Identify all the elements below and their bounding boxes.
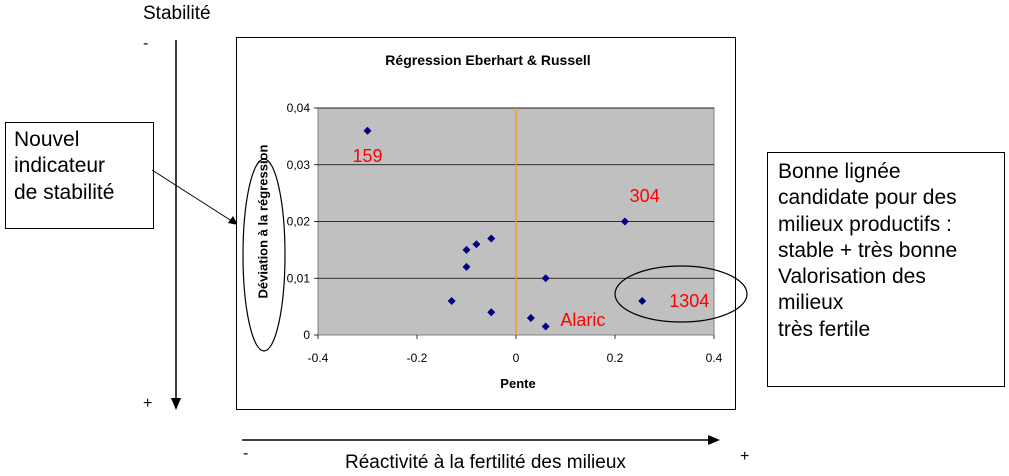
y-tick-label: 0,02 [287,215,311,229]
right-callout-line: candidate pour des [778,186,957,210]
data-points [363,126,647,331]
stability-minus-label: - [143,35,149,52]
right-callout-line: milieux [778,291,844,315]
stability-axis-title: Stabilité [143,3,211,24]
left-callout: Nouvel indicateur de stabilité [5,122,154,229]
x-axis-label: Pente [500,376,535,391]
point-annotation-label: Alaric [560,310,605,330]
left-callout-line: indicateur [14,154,106,178]
y-axis-label: Déviation à la régression [255,145,270,299]
data-point-marker [363,126,372,135]
point-annotations: 159 304 1304 Alaric [352,146,709,330]
chart-title: Régression Eberhart & Russell [385,52,590,68]
y-tick-label: 0,01 [287,271,311,285]
point-1304-highlight-ellipse [614,265,748,323]
point-annotation-label: 1304 [669,291,709,311]
reactivity-plus-label: + [740,448,750,465]
right-callout: Bonne lignée candidate pour des milieux … [767,152,1005,387]
x-tick-label: -0.2 [407,351,428,365]
left-callout-line: Nouvel [14,128,80,151]
y-tick-labels: 0 0,01 0,02 0,03 0,04 [287,101,311,342]
data-point-marker [462,262,471,271]
right-callout-line: stable + très bonne [778,238,958,262]
data-point-marker [638,296,647,305]
data-point-marker [541,322,550,331]
data-point-marker [447,296,456,305]
left-callout-line: de stabilité [14,180,115,204]
data-point-marker [462,245,471,254]
right-callout-line: milieux productifs : [778,212,952,236]
data-point-marker [487,234,496,243]
reactivity-axis-arrow [242,435,720,445]
x-tick-labels: -0.4 -0.2 0 0.2 0.4 [308,351,723,365]
x-tick-label: -0.4 [308,351,329,365]
scatter-chart: Régression Eberhart & Russell 00,010,020… [242,52,748,391]
reactivity-minus-label: - [243,445,249,462]
data-point-marker [472,240,481,249]
stability-plus-label: + [143,395,153,412]
stability-axis-arrow [171,40,181,410]
x-tick-label: 0.4 [706,351,723,365]
right-callout-line: Bonne lignée [778,160,901,183]
y-tick-label: 0,03 [287,158,311,172]
data-point-marker [526,313,535,322]
point-annotation-label: 159 [352,146,382,166]
right-callout-line: très fertile [778,317,871,341]
right-callout-line: Valorisation des [778,265,926,288]
x-tick-label: 0.2 [607,351,624,365]
x-tick-label: 0 [513,351,520,365]
y-label-highlight-ellipse [242,158,286,352]
data-point-marker [541,274,550,283]
reactivity-axis-label: Réactivité à la fertilité des milieux [345,452,626,473]
left-callout-pointer [151,169,239,226]
data-point-marker [487,308,496,317]
data-point-marker [620,217,629,226]
y-tick-label: 0,04 [287,101,311,115]
y-tick-label: 0 [303,328,310,342]
point-annotation-label: 304 [630,186,660,206]
